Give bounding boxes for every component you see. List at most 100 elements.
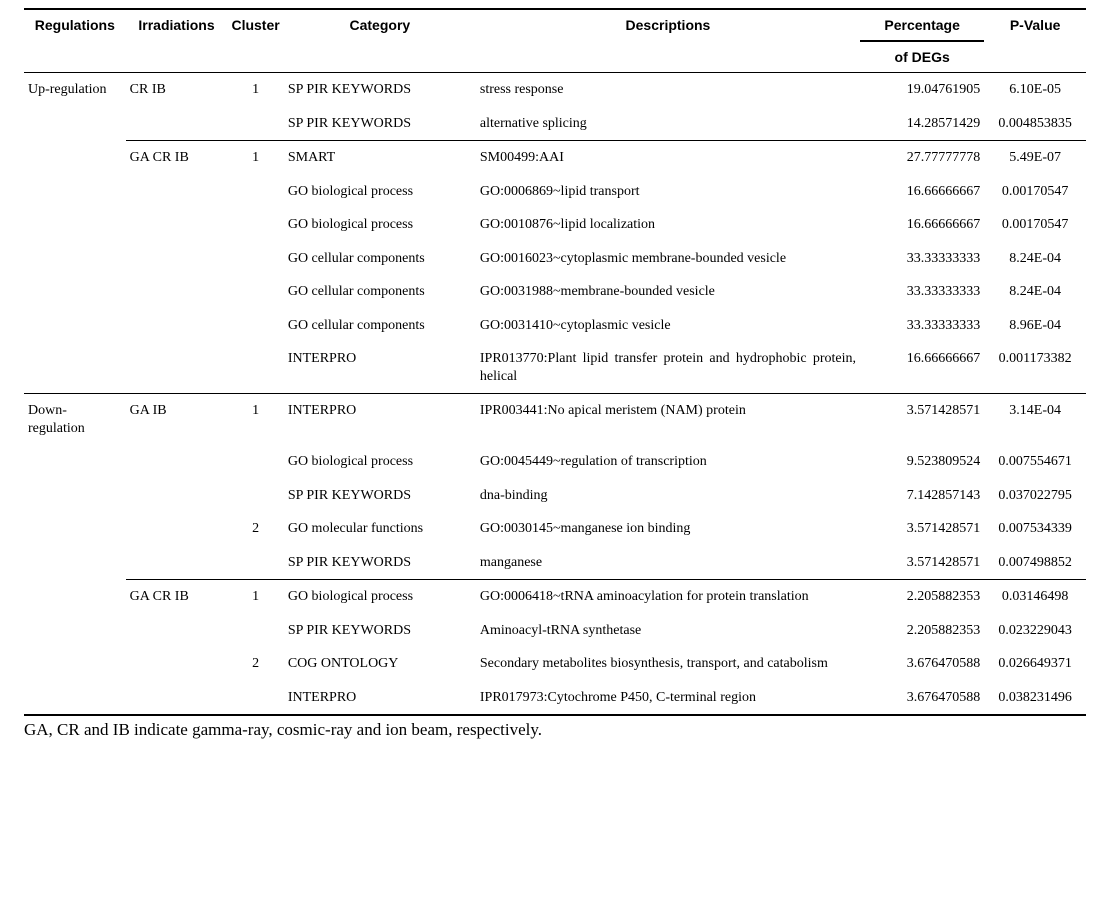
cell-percentage: 7.142857143: [860, 479, 984, 513]
cell-description: GO:0045449~regulation of transcription: [476, 445, 860, 479]
cell-cluster: 1: [227, 580, 283, 614]
cell-description: IPR013770:Plant lipid transfer protein a…: [476, 342, 860, 394]
cell-regulation: Up-regulation: [24, 73, 126, 107]
cell-irradiation: GA IB: [126, 394, 228, 446]
table-row: GO biological processGO:0045449~regulati…: [24, 445, 1086, 479]
cell-category: SP PIR KEYWORDS: [284, 614, 476, 648]
table-row: GO biological processGO:0006869~lipid tr…: [24, 175, 1086, 209]
cell-description: Aminoacyl-tRNA synthetase: [476, 614, 860, 648]
cell-regulation: [24, 512, 126, 546]
cell-pvalue: 8.24E-04: [984, 242, 1086, 276]
cell-pvalue: 8.24E-04: [984, 275, 1086, 309]
col-cluster: Cluster: [227, 9, 283, 73]
col-regulations: Regulations: [24, 9, 126, 73]
cell-cluster: [227, 546, 283, 580]
table-row: SP PIR KEYWORDSdna-binding7.1428571430.0…: [24, 479, 1086, 513]
cell-description: GO:0006869~lipid transport: [476, 175, 860, 209]
cell-percentage: 16.66666667: [860, 342, 984, 394]
cell-irradiation: CR IB: [126, 73, 228, 107]
cell-irradiation: GA CR IB: [126, 580, 228, 614]
cell-regulation: [24, 647, 126, 681]
cell-description: GO:0031410~cytoplasmic vesicle: [476, 309, 860, 343]
cell-category: GO cellular components: [284, 309, 476, 343]
table-row: INTERPROIPR013770:Plant lipid transfer p…: [24, 342, 1086, 394]
cell-percentage: 19.04761905: [860, 73, 984, 107]
cell-pvalue: 0.038231496: [984, 681, 1086, 716]
cell-cluster: [227, 175, 283, 209]
cell-category: GO cellular components: [284, 242, 476, 276]
cell-category: GO biological process: [284, 208, 476, 242]
cell-pvalue: 0.004853835: [984, 107, 1086, 141]
cell-percentage: 2.205882353: [860, 580, 984, 614]
col-pvalue: P-Value: [984, 9, 1086, 73]
cell-description: GO:0031988~membrane-bounded vesicle: [476, 275, 860, 309]
cell-pvalue: 0.037022795: [984, 479, 1086, 513]
cell-pvalue: 0.023229043: [984, 614, 1086, 648]
cell-regulation: [24, 141, 126, 175]
cell-category: SP PIR KEYWORDS: [284, 546, 476, 580]
cell-percentage: 3.571428571: [860, 394, 984, 446]
table-row: GO cellular componentsGO:0031410~cytopla…: [24, 309, 1086, 343]
cell-irradiation: [126, 175, 228, 209]
cell-pvalue: 0.026649371: [984, 647, 1086, 681]
cell-description: GO:0010876~lipid localization: [476, 208, 860, 242]
cell-regulation: Down-regulation: [24, 394, 126, 446]
cell-description: SM00499:AAI: [476, 141, 860, 175]
col-category: Category: [284, 9, 476, 73]
cell-cluster: 1: [227, 73, 283, 107]
table-row: GO cellular componentsGO:0031988~membran…: [24, 275, 1086, 309]
cell-pvalue: 0.007498852: [984, 546, 1086, 580]
cell-regulation: [24, 445, 126, 479]
cell-cluster: [227, 275, 283, 309]
cell-cluster: [227, 342, 283, 394]
cell-cluster: 2: [227, 647, 283, 681]
cell-category: COG ONTOLOGY: [284, 647, 476, 681]
cell-pvalue: 0.00170547: [984, 175, 1086, 209]
cell-description: manganese: [476, 546, 860, 580]
cell-cluster: [227, 479, 283, 513]
table-row: INTERPROIPR017973:Cytochrome P450, C-ter…: [24, 681, 1086, 716]
table-row: SP PIR KEYWORDSAminoacyl-tRNA synthetase…: [24, 614, 1086, 648]
cell-percentage: 27.77777778: [860, 141, 984, 175]
deg-table: Regulations Irradiations Cluster Categor…: [24, 8, 1086, 716]
cell-regulation: [24, 242, 126, 276]
cell-description: dna-binding: [476, 479, 860, 513]
cell-category: SP PIR KEYWORDS: [284, 73, 476, 107]
cell-regulation: [24, 175, 126, 209]
cell-cluster: [227, 208, 283, 242]
cell-regulation: [24, 479, 126, 513]
cell-regulation: [24, 681, 126, 716]
cell-description: stress response: [476, 73, 860, 107]
cell-pvalue: 3.14E-04: [984, 394, 1086, 446]
table-row: GO cellular componentsGO:0016023~cytopla…: [24, 242, 1086, 276]
cell-irradiation: GA CR IB: [126, 141, 228, 175]
cell-regulation: [24, 546, 126, 580]
table-row: GO biological processGO:0010876~lipid lo…: [24, 208, 1086, 242]
cell-irradiation: [126, 546, 228, 580]
cell-irradiation: [126, 681, 228, 716]
cell-percentage: 3.676470588: [860, 647, 984, 681]
cell-pvalue: 8.96E-04: [984, 309, 1086, 343]
cell-category: SMART: [284, 141, 476, 175]
cell-description: GO:0006418~tRNA aminoacylation for prote…: [476, 580, 860, 614]
col-irradiations: Irradiations: [126, 9, 228, 73]
table-footnote: GA, CR and IB indicate gamma-ray, cosmic…: [24, 716, 1086, 740]
table-body: Up-regulationCR IB1SP PIR KEYWORDSstress…: [24, 73, 1086, 716]
cell-category: INTERPRO: [284, 342, 476, 394]
cell-irradiation: [126, 614, 228, 648]
col-descriptions: Descriptions: [476, 9, 860, 73]
cell-percentage: 3.676470588: [860, 681, 984, 716]
cell-pvalue: 0.00170547: [984, 208, 1086, 242]
cell-irradiation: [126, 309, 228, 343]
cell-irradiation: [126, 445, 228, 479]
cell-cluster: 1: [227, 141, 283, 175]
cell-irradiation: [126, 512, 228, 546]
cell-irradiation: [126, 479, 228, 513]
cell-percentage: 14.28571429: [860, 107, 984, 141]
cell-percentage: 16.66666667: [860, 175, 984, 209]
cell-cluster: [227, 309, 283, 343]
cell-category: INTERPRO: [284, 394, 476, 446]
cell-percentage: 2.205882353: [860, 614, 984, 648]
cell-category: INTERPRO: [284, 681, 476, 716]
col-percentage-l2: of DEGs: [860, 41, 984, 73]
